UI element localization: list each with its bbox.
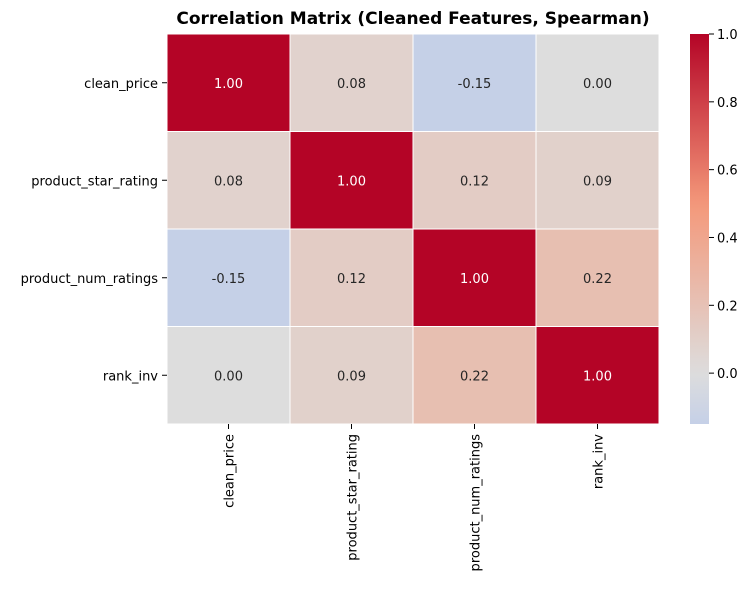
row-label: product_star_rating [31, 174, 158, 189]
row-label: product_num_ratings [21, 272, 159, 287]
column-label: clean_price [223, 434, 238, 508]
heatmap-cell-r1-c1 [289, 131, 414, 230]
colorbar-tick-label: 0.6 [717, 164, 738, 179]
cell-value-label: 0.12 [460, 174, 489, 189]
colorbar-tick-label: 1.0 [717, 28, 738, 43]
cell-value-label: 1.00 [583, 369, 612, 384]
cell-value-label: 0.00 [583, 77, 612, 92]
row-labels: clean_price product_star_rating product_nu… [21, 77, 167, 384]
cell-value-label: 0.08 [214, 174, 243, 189]
row-label: rank_inv [103, 369, 158, 384]
cell-value-label: 1.00 [337, 174, 366, 189]
heatmap-cell-r1-c0 [166, 131, 291, 230]
heatmap-cell-r2-c3 [535, 228, 660, 327]
chart-title: Correlation Matrix (Cleaned Features, Sp… [176, 9, 649, 29]
cell-value-label: 0.12 [337, 272, 366, 287]
column-label: product_num_ratings [469, 434, 484, 572]
heatmap-cell-r1-c3 [535, 131, 660, 230]
heatmap-cell-r2-c1 [289, 228, 414, 327]
heatmap-cell-r3-c0 [166, 326, 291, 425]
colorbar-tick-label: 0.0 [717, 367, 738, 382]
heatmap-cell-r3-c1 [289, 326, 414, 425]
cell-value-label: 0.09 [583, 174, 612, 189]
colorbar-tick-label: 0.8 [717, 96, 738, 111]
heatmap-cell-r3-c3 [535, 326, 660, 425]
heatmap-cell-r0-c3 [535, 33, 660, 132]
colorbar-gradient [690, 34, 709, 424]
cell-value-label: 0.00 [214, 369, 243, 384]
heatmap-cell-r0-c0 [166, 33, 291, 132]
column-label: rank_inv [592, 434, 607, 489]
cell-value-label: 0.22 [583, 272, 612, 287]
cell-value-label: 0.08 [337, 77, 366, 92]
column-label: product_star_rating [346, 434, 361, 561]
cell-value-label: 1.00 [214, 77, 243, 92]
heatmap-cell-r0-c2 [412, 33, 537, 132]
cell-value-label: -0.15 [212, 272, 246, 287]
colorbar-tick-label: 0.4 [717, 231, 738, 246]
cell-value-label: 1.00 [460, 272, 489, 287]
colorbar: 1.0 0.8 0.6 0.4 0.2 0.0 [690, 28, 738, 424]
cell-value-label: 0.09 [337, 369, 366, 384]
colorbar-tick-label: 0.2 [717, 299, 738, 314]
cell-value-label: 0.22 [460, 369, 489, 384]
heatmap-cell-r0-c1 [289, 33, 414, 132]
row-label: clean_price [84, 77, 158, 92]
column-labels: clean_price product_star_rating product_nu… [223, 424, 607, 571]
cell-value-label: -0.15 [458, 77, 492, 92]
heatmap-cell-r3-c2 [412, 326, 537, 425]
heatmap-grid: 1.00 0.08 -0.15 0.00 0.08 1.00 0.12 0.09 -0.15 0.… [166, 33, 660, 425]
